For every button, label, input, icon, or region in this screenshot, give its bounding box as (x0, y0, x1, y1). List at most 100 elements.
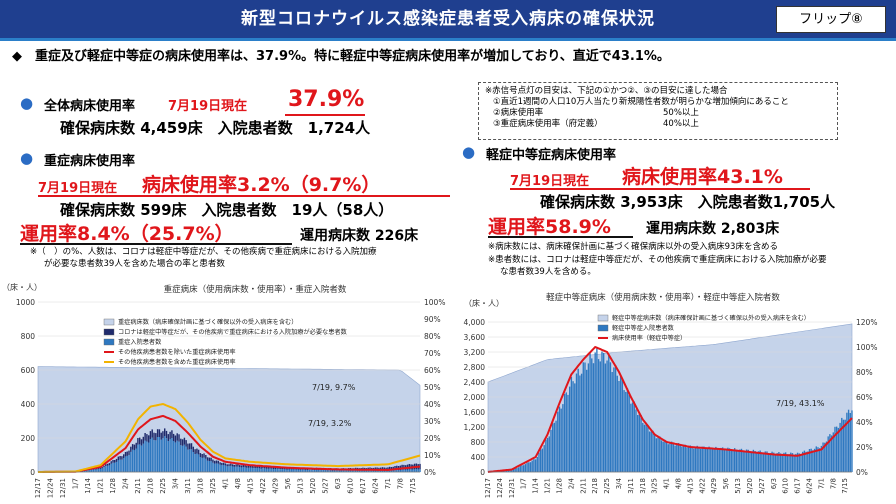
patient-bar (326, 470, 328, 472)
chart1-annotation-2: 7/19, 3.2% (308, 419, 352, 428)
extra-patient-bar (123, 454, 125, 459)
patient-bar (81, 471, 84, 472)
patient-bar (512, 469, 515, 472)
patient-bar (239, 467, 241, 472)
patient-bar (156, 437, 159, 472)
x-tick-label: 12/31 (59, 478, 67, 498)
patient-bar (401, 469, 403, 472)
patient-bar (558, 406, 561, 472)
patient-bar (297, 469, 300, 472)
patient-bar (749, 451, 751, 472)
extra-patient-bar (189, 443, 191, 450)
y2-tick-label: 70% (424, 349, 441, 358)
patient-bar (160, 439, 162, 472)
patient-bar (754, 451, 756, 472)
extra-patient-bar (255, 466, 257, 469)
patient-bar (162, 438, 164, 472)
extra-patient-bar (221, 462, 223, 466)
patient-bar (836, 426, 838, 472)
extra-patient-bar (253, 466, 255, 469)
x-tick-label: 4/29 (271, 478, 279, 494)
mild-note-1: ※病床数には、病床確保計画に基づく確保病床以外の受入病床93床を含める (488, 242, 778, 252)
patient-bar (730, 450, 732, 472)
patient-bar (146, 441, 148, 472)
patient-bar (543, 445, 545, 472)
patient-bar (723, 449, 726, 472)
extra-patient-bar (214, 460, 216, 464)
patient-bar (272, 469, 275, 472)
patient-bar (271, 468, 273, 472)
patient-bar (181, 445, 184, 472)
x-tick-label: 2/25 (603, 478, 611, 494)
patient-bar (331, 470, 334, 472)
extra-patient-bar (258, 466, 261, 469)
patient-bar (603, 352, 605, 472)
severe-oprate: 運用率8.4%（25.7%） (20, 223, 234, 245)
patient-bar (701, 446, 703, 472)
patient-bar (567, 394, 569, 472)
patient-bar (773, 452, 775, 472)
y2-tick-label: 100% (424, 298, 445, 307)
extra-patient-bar (165, 430, 168, 439)
legend-label: その他疾病患者数を除いた重症病床使用率 (118, 348, 236, 356)
x-tick-label: 2/18 (146, 478, 154, 494)
severe-note-2: が必要な患者数39人を含めた場合の率と患者数 (44, 259, 225, 269)
x-tick-label: 6/3 (334, 478, 342, 489)
patient-bar (672, 443, 675, 472)
severe-rate-underline (38, 195, 450, 197)
patient-bar (388, 470, 391, 472)
x-tick-label: 2/4 (121, 477, 129, 489)
patient-bar (328, 470, 330, 472)
patient-bar (403, 469, 405, 472)
patient-bar (635, 409, 637, 472)
criteria-line-3-label: ③重症病床使用率（府定義） (493, 119, 603, 129)
patient-bar (648, 431, 651, 472)
extra-patient-bar (169, 431, 171, 440)
extra-patient-bar (167, 434, 170, 441)
patient-bar (153, 440, 155, 472)
patient-bar (796, 452, 799, 472)
patient-bar (626, 388, 629, 472)
patient-bar (575, 373, 578, 472)
patient-bar (253, 468, 255, 472)
overall-heading: 全体病床使用率 (44, 99, 136, 114)
patient-bar (371, 470, 373, 472)
patient-bar (611, 372, 613, 472)
extra-patient-bar (219, 462, 221, 465)
y-tick-label: 1000 (16, 298, 35, 307)
patient-bar (322, 470, 325, 472)
patient-bar (550, 429, 552, 472)
patient-bar (394, 470, 396, 472)
patient-bar (321, 470, 323, 472)
severe-date: 7月19日現在 (38, 181, 118, 196)
patient-bar (137, 444, 139, 472)
extra-patient-bar (224, 463, 227, 466)
x-tick-label: 5/20 (746, 478, 754, 494)
x-tick-label: 4/1 (663, 478, 671, 489)
extra-patient-bar (256, 465, 259, 468)
patient-bar (665, 441, 668, 472)
patient-bar (87, 470, 89, 472)
extra-patient-bar (210, 457, 212, 462)
patient-bar (164, 436, 166, 472)
y2-tick-label: 20% (424, 434, 441, 443)
criteria-line-2-value: 50%以上 (663, 108, 699, 118)
x-tick-label: 5/27 (321, 478, 329, 494)
chart1-title: 重症病床（使用病床数・使用率）・重症入院者数 (164, 284, 347, 295)
patient-bar (197, 454, 200, 472)
patient-bar (281, 469, 284, 472)
patient-bar (355, 470, 357, 472)
extra-patient-bar (137, 438, 139, 445)
patient-bar (620, 375, 622, 472)
patient-bar (597, 359, 600, 472)
extra-patient-bar (394, 466, 396, 471)
chart2-rate-lines (487, 345, 853, 473)
patient-bar (516, 468, 518, 472)
patient-bar (351, 470, 353, 472)
patient-bar (276, 468, 278, 472)
patient-bar (105, 466, 107, 472)
patient-bar (791, 453, 794, 472)
patient-bar (340, 470, 343, 472)
extra-patient-bar (106, 463, 109, 466)
x-tick-label: 4/22 (698, 478, 706, 494)
